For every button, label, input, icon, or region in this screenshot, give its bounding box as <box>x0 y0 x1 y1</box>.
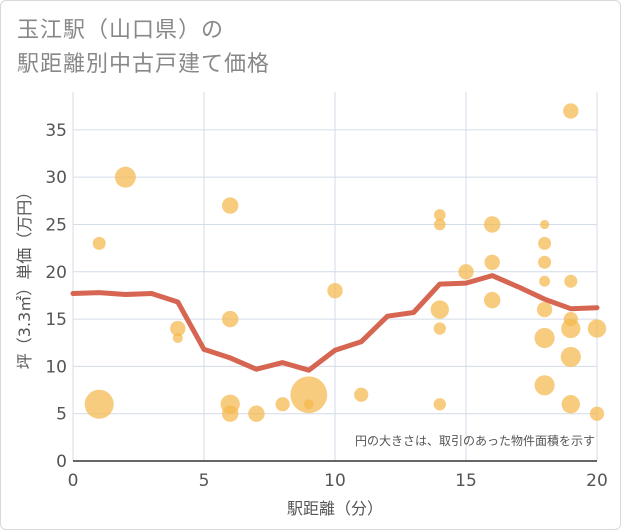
x-tick-label: 10 <box>324 471 346 491</box>
x-tick-label: 5 <box>199 471 210 491</box>
scatter-point <box>92 236 106 250</box>
scatter-point <box>561 395 580 414</box>
scatter-point <box>534 375 555 396</box>
scatter-point <box>430 300 449 319</box>
scatter-point <box>221 405 239 422</box>
scatter-point <box>560 346 581 367</box>
x-axis-label: 駅距離（分） <box>287 499 383 518</box>
scatter-point <box>433 398 446 411</box>
y-tick-label: 25 <box>45 215 67 235</box>
scatter-point <box>84 389 114 419</box>
y-tick-label: 35 <box>45 121 67 141</box>
y-tick-label: 0 <box>56 452 67 472</box>
x-tick-label: 15 <box>455 471 477 491</box>
scatter-point <box>536 301 553 318</box>
scatter-point <box>433 209 446 221</box>
chart-title: 玉江駅（山口県）の 駅距離別中古戸建て価格 <box>17 14 270 82</box>
scatter-point <box>484 254 500 270</box>
y-tick-label: 20 <box>45 263 67 283</box>
axis-ticks: 0 5 10 15 20 0 5 10 15 20 25 30 35 <box>45 121 607 491</box>
scatter-point <box>564 274 578 288</box>
scatter-point <box>303 399 314 410</box>
scatter-point <box>433 322 446 335</box>
scatter-point <box>587 319 607 338</box>
y-tick-label: 15 <box>45 310 67 330</box>
y-tick-label: 5 <box>56 405 67 425</box>
trend-line-series <box>70 273 600 373</box>
scatter-point <box>114 166 136 188</box>
scatter-point <box>290 376 328 414</box>
scatter-point <box>170 320 186 337</box>
scatter-point <box>221 197 239 214</box>
scatter-point <box>248 405 265 422</box>
scatter-point <box>540 219 550 230</box>
bubble-size-note: 円の大きさは、取引のあった物件面積を示す <box>355 433 595 448</box>
x-tick-label: 0 <box>68 471 79 491</box>
scatter-point <box>483 216 501 233</box>
scatter-point <box>433 218 446 231</box>
y-tick-label: 30 <box>45 168 67 188</box>
scatter-point <box>561 318 581 339</box>
chart-title-line1: 玉江駅（山口県）の <box>17 18 225 43</box>
scatter-point <box>539 275 551 287</box>
trend-line <box>70 273 600 373</box>
y-axis-label: 坪（3.3㎡）単価（万円） <box>15 184 34 369</box>
scatter-point <box>327 283 343 299</box>
scatter-point <box>354 387 369 402</box>
scatter-point <box>221 310 239 328</box>
scatter-point <box>275 397 290 412</box>
chart-title-line2: 駅距離別中古戸建て価格 <box>17 52 271 77</box>
grid-lines <box>72 92 598 462</box>
scatter-point <box>483 291 501 309</box>
x-tick-label: 20 <box>586 471 608 491</box>
scatter-point <box>589 406 605 421</box>
scatter-point <box>534 327 555 349</box>
scatter-point <box>172 332 183 344</box>
scatter-point <box>538 255 552 269</box>
scatter-point <box>458 264 474 280</box>
scatter-point <box>563 103 579 119</box>
y-tick-label: 10 <box>45 357 67 377</box>
scatter-point <box>538 236 552 250</box>
bubble-series <box>84 103 607 422</box>
